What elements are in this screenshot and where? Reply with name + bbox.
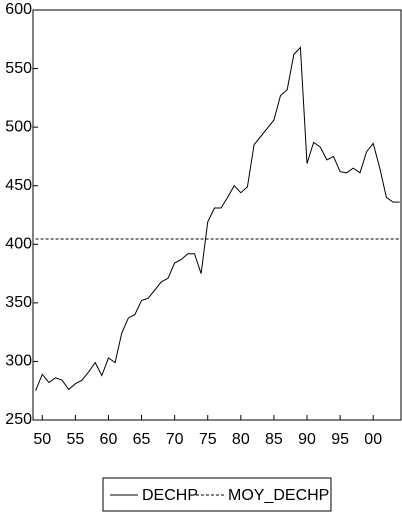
y-tick-label: 500: [5, 118, 32, 135]
y-tick-label: 550: [5, 60, 32, 77]
x-tick-label: 70: [166, 431, 184, 448]
x-tick-label: 75: [199, 431, 217, 448]
series-line: [35, 46, 400, 391]
y-tick-label: 400: [5, 236, 32, 253]
legend-box: [102, 477, 332, 512]
y-tick-label: 350: [5, 294, 32, 311]
y-tick-label: 450: [5, 177, 32, 194]
x-tick-label: 00: [364, 431, 382, 448]
legend-label: MOY_DECHP: [228, 487, 329, 504]
y-tick-label: 600: [5, 1, 32, 18]
x-tick-label: 50: [33, 431, 51, 448]
x-tick-label: 65: [133, 431, 151, 448]
x-tick-label: 95: [331, 431, 349, 448]
x-tick-label: 80: [232, 431, 250, 448]
y-tick-label: 300: [5, 353, 32, 370]
y-tick-label: 250: [5, 411, 32, 428]
plot-frame: [32, 9, 402, 421]
x-tick-label: 90: [298, 431, 316, 448]
x-tick-label: 60: [100, 431, 118, 448]
x-tick-label: 55: [66, 431, 84, 448]
legend-label: DECHP: [142, 487, 198, 504]
x-tick-label: 85: [265, 431, 283, 448]
